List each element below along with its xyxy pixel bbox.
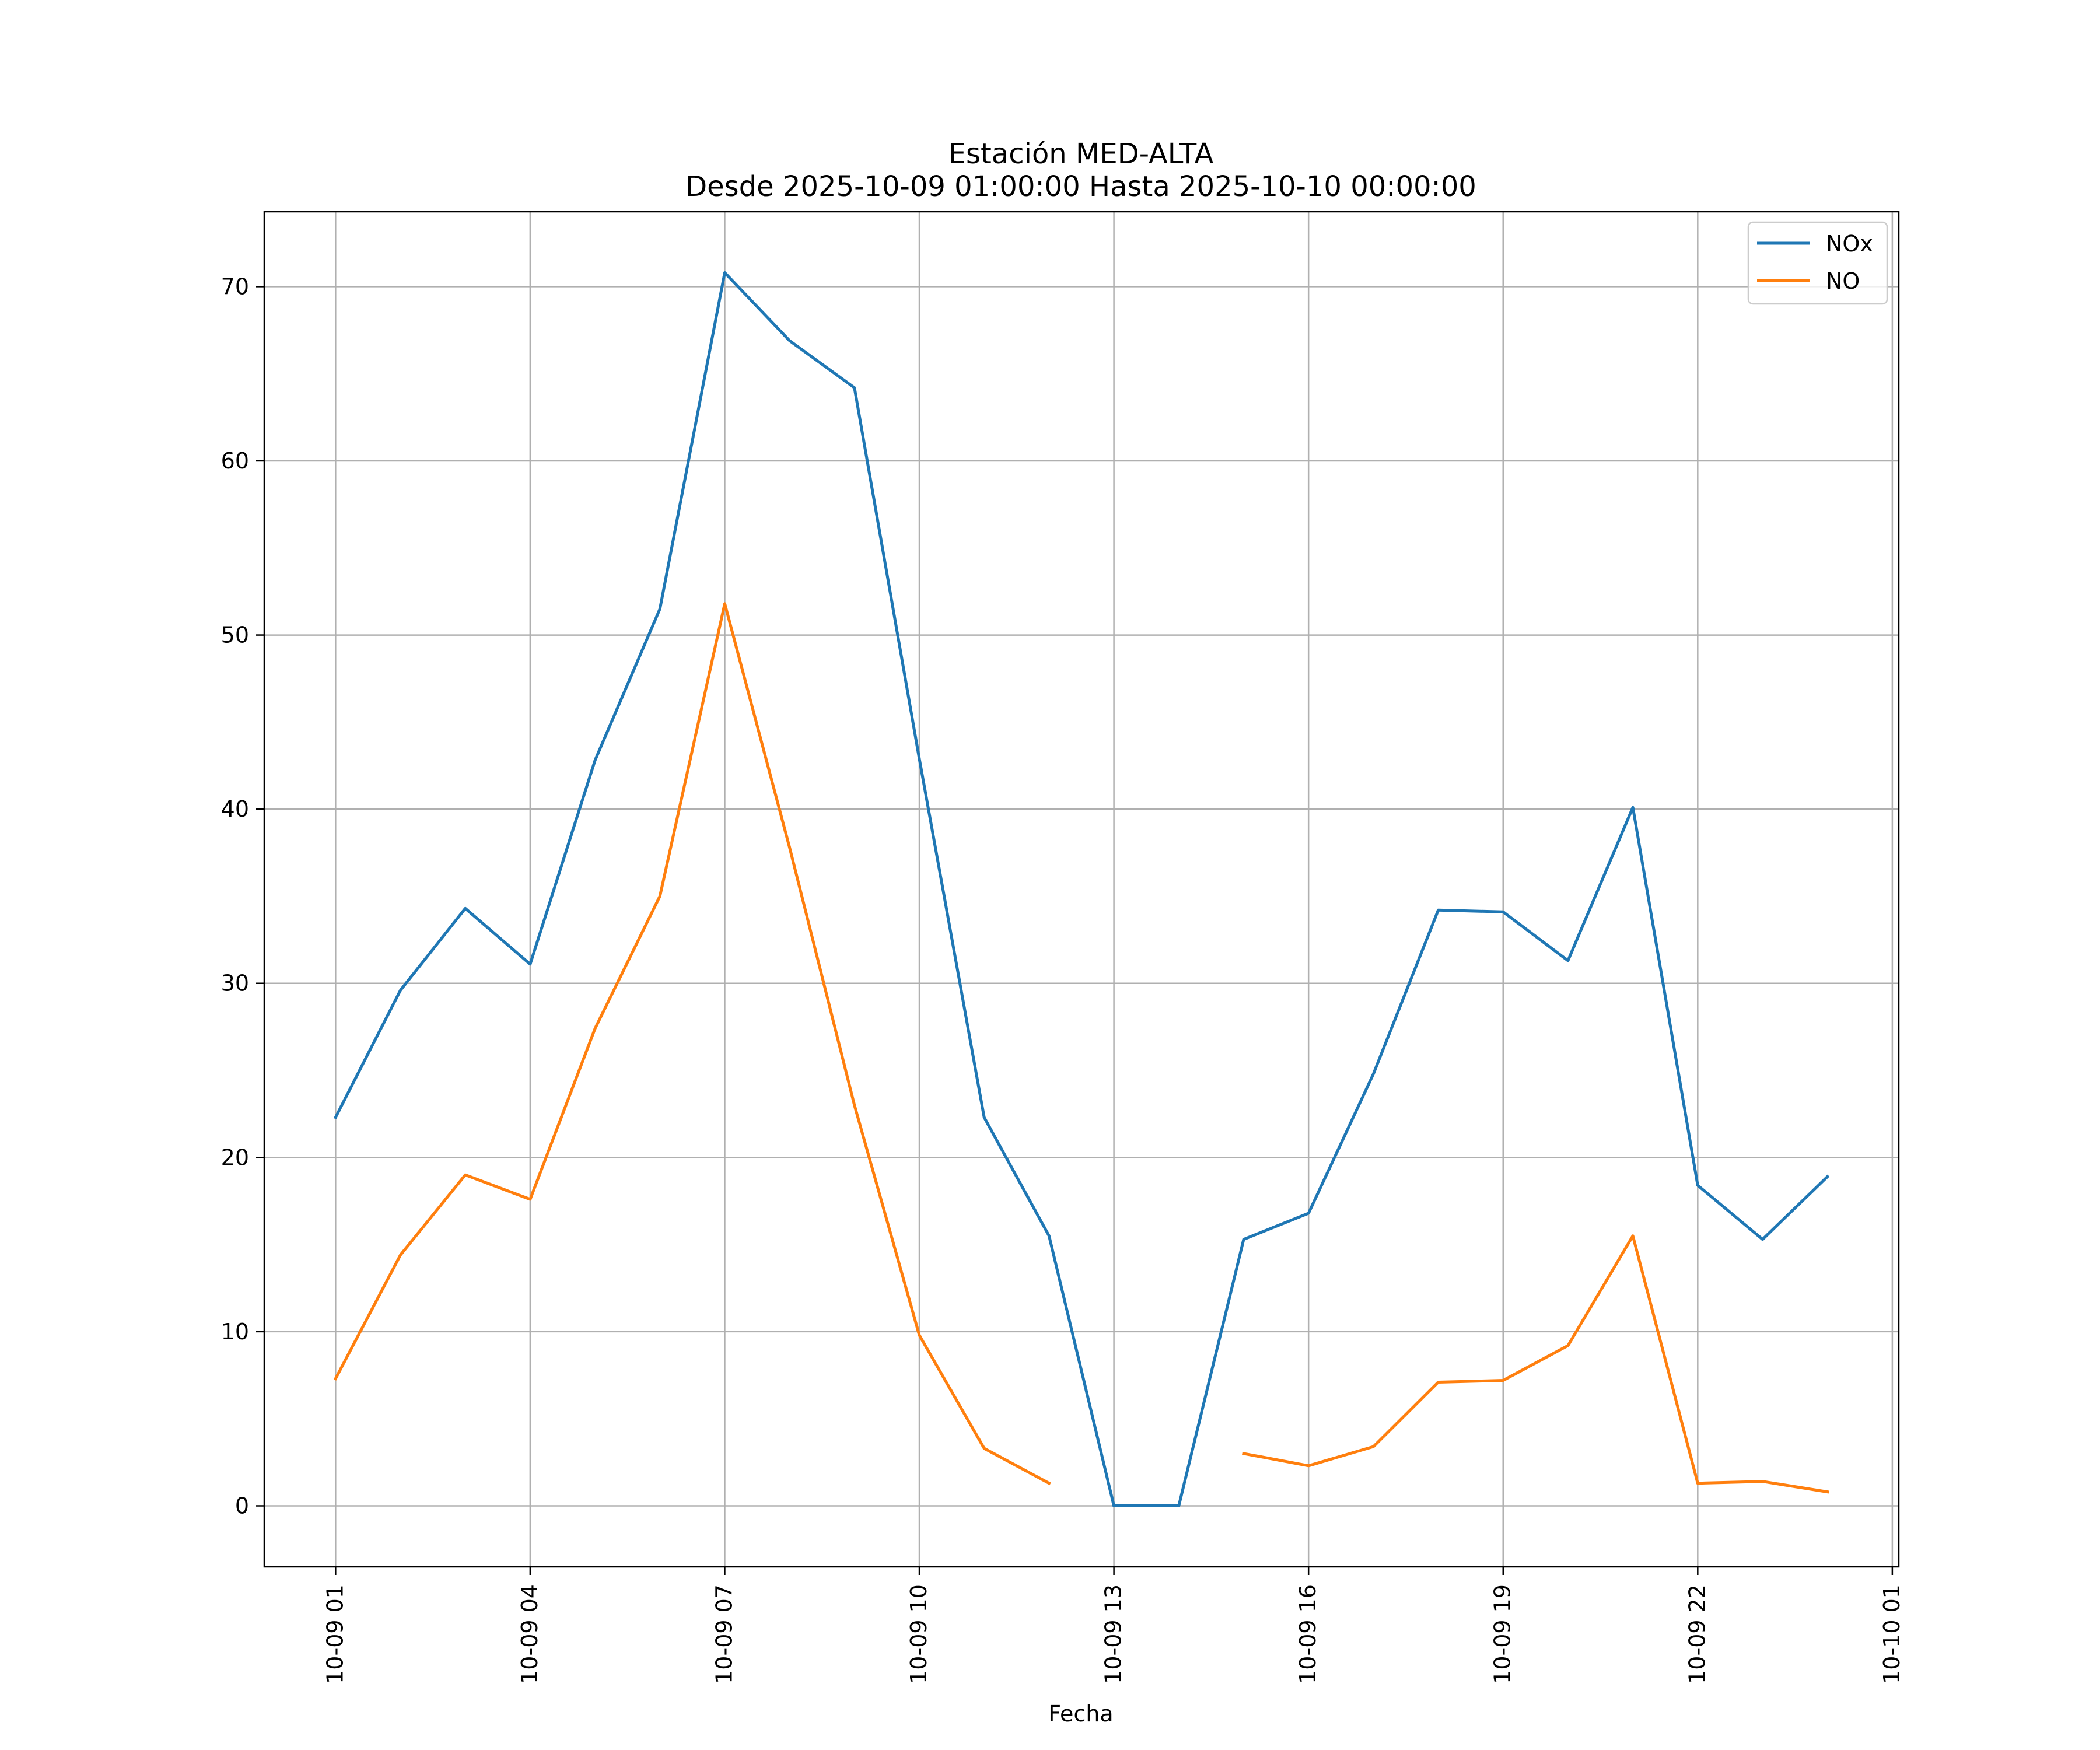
x-axis-label: Fecha [1048, 1701, 1113, 1727]
series-line-no [333, 602, 1051, 1486]
grid [264, 212, 1899, 1567]
y-axis: 0 10 20 30 40 50 60 70 [221, 274, 264, 1518]
chart-title-line-1: Estación MED-ALTA [949, 138, 1214, 170]
y-tick-label: 50 [221, 622, 249, 648]
legend-label-nox: NOx [1826, 231, 1873, 257]
y-tick-label: 60 [221, 448, 249, 474]
y-tick-label: 30 [221, 971, 249, 996]
legend: NOx NO [1747, 221, 1888, 305]
y-tick-label: 10 [221, 1319, 249, 1345]
x-axis: 10-09 01 10-09 04 10-09 07 10-09 10 10-09 13… [322, 1567, 1905, 1684]
y-tick-label: 70 [221, 274, 249, 299]
x-tick-label: 10-09 19 [1490, 1584, 1516, 1684]
legend-label-no: NO [1826, 268, 1860, 294]
x-tick-label: 10-09 01 [322, 1584, 348, 1684]
series-layer [333, 271, 1830, 1507]
y-tick-label: 40 [221, 796, 249, 822]
series-line-nox [333, 271, 1830, 1507]
chart-title: Estación MED-ALTA Desde 2025-10-09 01:00… [685, 138, 1476, 203]
y-tick-label: 0 [235, 1493, 249, 1518]
chart-title-line-2: Desde 2025-10-09 01:00:00 Hasta 2025-10-… [685, 170, 1476, 203]
x-tick-label: 10-09 04 [517, 1584, 542, 1684]
x-tick-label: 10-09 10 [906, 1584, 932, 1684]
plot-area-frame [263, 211, 1900, 1568]
y-tick-label: 20 [221, 1144, 249, 1170]
x-tick-label: 10-10 01 [1879, 1584, 1905, 1684]
series-line-no [1242, 1234, 1829, 1494]
x-tick-label: 10-09 13 [1101, 1584, 1126, 1684]
x-tick-label: 10-09 22 [1684, 1584, 1710, 1684]
x-tick-label: 10-09 07 [711, 1584, 737, 1684]
x-tick-label: 10-09 16 [1295, 1584, 1321, 1684]
